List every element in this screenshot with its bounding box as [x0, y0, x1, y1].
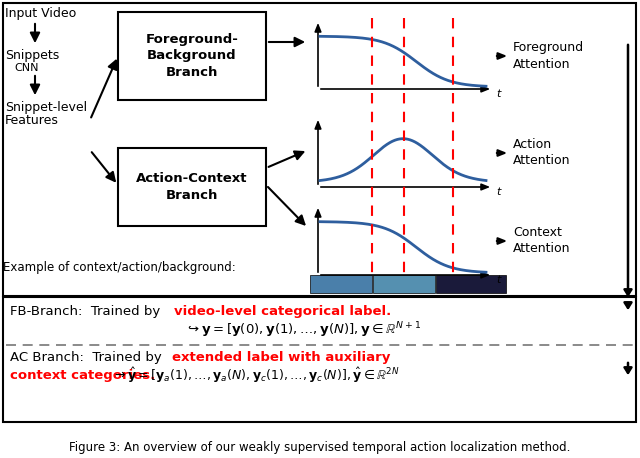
Bar: [118, 12, 266, 100]
Text: AC Branch:  Trained by: AC Branch: Trained by: [10, 351, 166, 365]
Text: extended label with auxiliary: extended label with auxiliary: [172, 351, 390, 365]
Text: $t$: $t$: [496, 273, 502, 285]
Text: context categories.: context categories.: [10, 369, 156, 382]
Text: FB-Branch:  Trained by: FB-Branch: Trained by: [10, 305, 164, 318]
Bar: [3, 3, 636, 296]
Text: Example of context/action/background:: Example of context/action/background:: [3, 261, 236, 273]
Text: Snippets: Snippets: [5, 49, 60, 61]
Bar: [3, 297, 636, 422]
Bar: [373, 275, 435, 293]
Text: CNN: CNN: [14, 63, 38, 73]
Text: Foreground-
Background
Branch: Foreground- Background Branch: [145, 33, 239, 79]
Text: Features: Features: [5, 114, 59, 126]
Text: Snippet-level: Snippet-level: [5, 102, 87, 114]
Text: Action-Context
Branch: Action-Context Branch: [136, 172, 248, 202]
Text: Action
Attention: Action Attention: [513, 138, 570, 168]
Text: Input Video: Input Video: [5, 7, 76, 21]
Bar: [310, 275, 372, 293]
Text: Figure 3: An overview of our weakly supervised temporal action localization meth: Figure 3: An overview of our weakly supe…: [69, 441, 571, 453]
Text: $t$: $t$: [496, 185, 502, 197]
Text: $t$: $t$: [496, 87, 502, 99]
Bar: [436, 275, 506, 293]
Text: $\rightarrow\hat{\mathbf{y}}=[\mathbf{y}_a(1),\ldots,\mathbf{y}_a(N),\mathbf{y}_: $\rightarrow\hat{\mathbf{y}}=[\mathbf{y}…: [112, 365, 400, 385]
Text: video-level categorical label.: video-level categorical label.: [174, 305, 391, 318]
Text: $\hookrightarrow \mathbf{y}=[\mathbf{y}(0),\mathbf{y}(1),\ldots,\mathbf{y}(N)],\: $\hookrightarrow \mathbf{y}=[\mathbf{y}(…: [185, 320, 421, 340]
Text: Context
Attention: Context Attention: [513, 227, 570, 256]
Bar: [118, 148, 266, 226]
Text: Foreground
Attention: Foreground Attention: [513, 42, 584, 71]
